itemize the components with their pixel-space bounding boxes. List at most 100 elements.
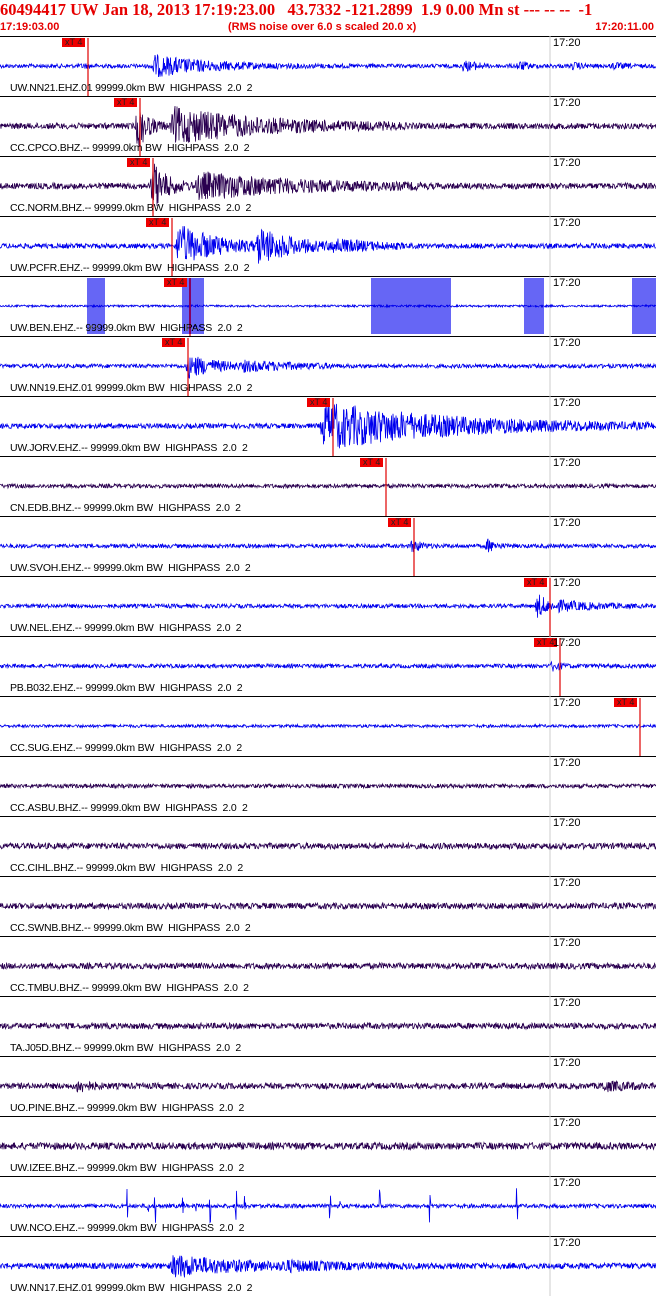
waveform-trace — [0, 226, 656, 264]
trace-panel: 17:20 UW.NCO.EHZ.-- 99999.0km BW HIGHPASS… — [0, 1176, 656, 1236]
waveform-trace — [0, 482, 656, 490]
seismogram-panels: xT 4 17:20 UW.NN21.EHZ.01 99999.0km BW HIG… — [0, 36, 656, 1296]
trace-panel: 17:20 CC.TMBU.BHZ.-- 99999.0km BW HIGHPAS… — [0, 936, 656, 996]
waveform-plot — [0, 816, 656, 876]
time-tick-label: 17:20 — [553, 1237, 581, 1249]
trace-panel: 17:20 TA.J05D.BHZ.-- 99999.0km BW HIGHPAS… — [0, 996, 656, 1056]
time-tick-label: 17:20 — [553, 517, 581, 529]
waveform-plot — [0, 456, 656, 516]
waveform-plot — [0, 576, 656, 636]
time-tick-label: 17:20 — [553, 577, 581, 589]
station-label: CC.CPCO.BHZ.-- 99999.0km BW HIGHPASS 2.0… — [10, 142, 250, 154]
time-tick-label: 17:20 — [553, 277, 581, 289]
waveform-plot — [0, 336, 656, 396]
time-tick-label: 17:20 — [553, 397, 581, 409]
time-tick-label: 17:20 — [553, 217, 581, 229]
time-tick-label: 17:20 — [553, 997, 581, 1009]
time-tick-label: 17:20 — [553, 97, 581, 109]
end-time: 17:20:11.00 — [595, 21, 654, 33]
phase-pick-label: xT 4 — [534, 638, 558, 647]
time-tick-label: 17:20 — [553, 1057, 581, 1069]
phase-pick-label: xT 4 — [307, 398, 331, 407]
waveform-plot — [0, 276, 656, 336]
waveform-plot — [0, 1116, 656, 1176]
phase-pick-label: xT 4 — [62, 38, 86, 47]
waveform-trace — [0, 841, 656, 851]
header-title: 60494417 UW Jan 18, 2013 17:19:23.00 43.… — [0, 0, 593, 19]
time-tick-label: 17:20 — [553, 1177, 581, 1189]
waveform-trace — [0, 660, 656, 672]
station-label: CC.NORM.BHZ.-- 99999.0km BW HIGHPASS 2.0… — [10, 202, 252, 214]
waveform-trace — [0, 54, 656, 78]
station-label: CC.CIHL.BHZ.-- 99999.0km BW HIGHPASS 2.0… — [10, 862, 243, 874]
station-label: UW.IZEE.BHZ.-- 99999.0km BW HIGHPASS 2.0… — [10, 1162, 245, 1174]
waveform-plot — [0, 1176, 656, 1236]
phase-pick-label: xT 4 — [388, 518, 412, 527]
waveform-plot — [0, 516, 656, 576]
station-label: UW.NN21.EHZ.01 99999.0km BW HIGHPASS 2.0… — [10, 82, 253, 94]
trace-panel: 17:20 UO.PINE.BHZ.-- 99999.0km BW HIGHPAS… — [0, 1056, 656, 1116]
trace-panel: xT 4 17:20 UW.NEL.EHZ.-- 99999.0km BW HIGH… — [0, 576, 656, 636]
waveform-plot — [0, 1236, 656, 1296]
rms-note: (RMS noise over 6.0 s scaled 20.0 x) — [228, 21, 417, 33]
trace-panel: xT 4 17:20 CC.CPCO.BHZ.-- 99999.0km BW HIG… — [0, 96, 656, 156]
station-label: PB.B032.EHZ.-- 99999.0km BW HIGHPASS 2.0… — [10, 682, 243, 694]
station-label: UW.JORV.EHZ.-- 99999.0km BW HIGHPASS 2.0… — [10, 442, 248, 454]
time-tick-label: 17:20 — [553, 877, 581, 889]
time-tick-label: 17:20 — [553, 157, 581, 169]
waveform-plot — [0, 396, 656, 456]
trace-panel: 17:20 CC.SWNB.BHZ.-- 99999.0km BW HIGHPAS… — [0, 876, 656, 936]
waveform-plot — [0, 996, 656, 1056]
waveform-trace — [0, 594, 656, 618]
phase-pick-label: xT 4 — [164, 278, 188, 287]
station-label: CC.ASBU.BHZ.-- 99999.0km BW HIGHPASS 2.0… — [10, 802, 248, 814]
waveform-plot — [0, 876, 656, 936]
trace-panel: xT 4 17:20 CC.NORM.BHZ.-- 99999.0km BW HIG… — [0, 156, 656, 216]
time-tick-label: 17:20 — [553, 817, 581, 829]
station-label: UW.NCO.EHZ.-- 99999.0km BW HIGHPASS 2.0 … — [10, 1222, 245, 1234]
trace-panel: 17:20 CC.CIHL.BHZ.-- 99999.0km BW HIGHPAS… — [0, 816, 656, 876]
station-label: UW.NN19.EHZ.01 99999.0km BW HIGHPASS 2.0… — [10, 382, 253, 394]
station-label: TA.J05D.BHZ.-- 99999.0km BW HIGHPASS 2.0… — [10, 1042, 242, 1054]
waveform-trace — [0, 105, 656, 147]
station-label: UW.PCFR.EHZ.-- 99999.0km BW HIGHPASS 2.0… — [10, 262, 250, 274]
station-label: UW.BEN.EHZ.-- 99999.0km BW HIGHPASS 2.0 … — [10, 322, 243, 334]
time-tick-label: 17:20 — [553, 1117, 581, 1129]
time-tick-label: 17:20 — [553, 37, 581, 49]
station-label: CN.EDB.BHZ.-- 99999.0km BW HIGHPASS 2.0 … — [10, 502, 241, 514]
phase-pick-label: xT 4 — [524, 578, 548, 587]
waveform-plot — [0, 36, 656, 96]
station-label: CC.SUG.EHZ.-- 99999.0km BW HIGHPASS 2.0 … — [10, 742, 242, 754]
waveform-trace — [0, 722, 656, 729]
time-tick-label: 17:20 — [553, 937, 581, 949]
phase-pick-label: xT 4 — [114, 98, 138, 107]
trace-panel: xT 4 17:20 UW.NN19.EHZ.01 99999.0km BW HIG… — [0, 336, 656, 396]
time-tick-label: 17:20 — [553, 337, 581, 349]
phase-pick-label: xT 4 — [614, 698, 638, 707]
trace-panel: xT 4 17:20 CC.SUG.EHZ.-- 99999.0km BW HIGH… — [0, 696, 656, 756]
time-tick-label: 17:20 — [553, 637, 581, 649]
time-tick-label: 17:20 — [553, 697, 581, 709]
trace-panel: xT 4 17:20 UW.PCFR.EHZ.-- 99999.0km BW HIG… — [0, 216, 656, 276]
station-label: UW.NEL.EHZ.-- 99999.0km BW HIGHPASS 2.0 … — [10, 622, 242, 634]
waveform-plot — [0, 756, 656, 816]
trace-panel: xT 4 17:20 UW.BEN.EHZ.-- 99999.0km BW HIGH… — [0, 276, 656, 336]
trace-panel: 17:20 UW.IZEE.BHZ.-- 99999.0km BW HIGHPAS… — [0, 1116, 656, 1176]
phase-pick-label: xT 4 — [146, 218, 170, 227]
waveform-trace — [0, 1021, 656, 1031]
phase-pick-label: xT 4 — [162, 338, 186, 347]
start-time: 17:19:03.00 — [0, 21, 60, 33]
waveform-trace — [0, 401, 656, 449]
waveform-trace — [0, 901, 656, 911]
waveform-plot — [0, 96, 656, 156]
waveform-plot — [0, 1056, 656, 1116]
phase-pick-label: xT 4 — [127, 158, 151, 167]
trace-panel: 17:20 UW.NN17.EHZ.01 99999.0km BW HIGHPAS… — [0, 1236, 656, 1296]
trace-panel: 17:20 CC.ASBU.BHZ.-- 99999.0km BW HIGHPAS… — [0, 756, 656, 816]
waveform-plot — [0, 216, 656, 276]
station-label: CC.TMBU.BHZ.-- 99999.0km BW HIGHPASS 2.0… — [10, 982, 249, 994]
phase-pick-label: xT 4 — [360, 458, 384, 467]
station-label: UW.NN17.EHZ.01 99999.0km BW HIGHPASS 2.0… — [10, 1282, 253, 1294]
time-tick-label: 17:20 — [553, 457, 581, 469]
waveform-trace — [0, 1255, 656, 1278]
